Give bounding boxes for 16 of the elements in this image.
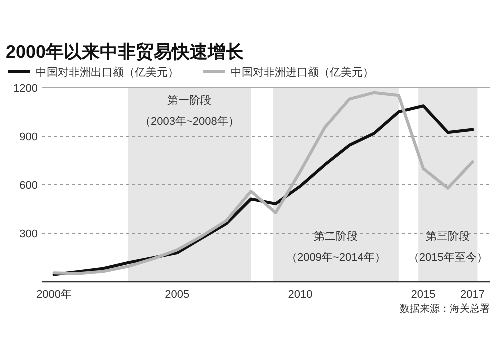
- x-tick-label: 2005: [165, 289, 190, 301]
- x-tick-label: 2017: [460, 289, 486, 301]
- source-note: 数据来源：海关总署: [400, 303, 490, 315]
- band-label: 第二阶段（2009年~2014年）: [286, 231, 386, 264]
- y-tick-label: 1200: [14, 83, 38, 95]
- band-label: 第一阶段（2003年~2008年）: [140, 95, 240, 128]
- y-tick-label: 600: [20, 180, 38, 192]
- y-tick-label: 300: [20, 228, 38, 240]
- x-tick-label: 2015: [411, 289, 436, 301]
- x-tick-label: 2000年: [36, 289, 72, 301]
- band-label: 第三阶段（2015年至今）: [408, 231, 488, 264]
- x-tick-label: 2010: [288, 289, 313, 301]
- y-tick-label: 900: [20, 132, 38, 144]
- legend-label: 中国对非洲进口额（亿美元）: [231, 66, 374, 79]
- chart-title: 2000年以来中非贸易快速增长: [6, 42, 246, 62]
- legend-label: 中国对非洲出口额（亿美元）: [36, 66, 179, 79]
